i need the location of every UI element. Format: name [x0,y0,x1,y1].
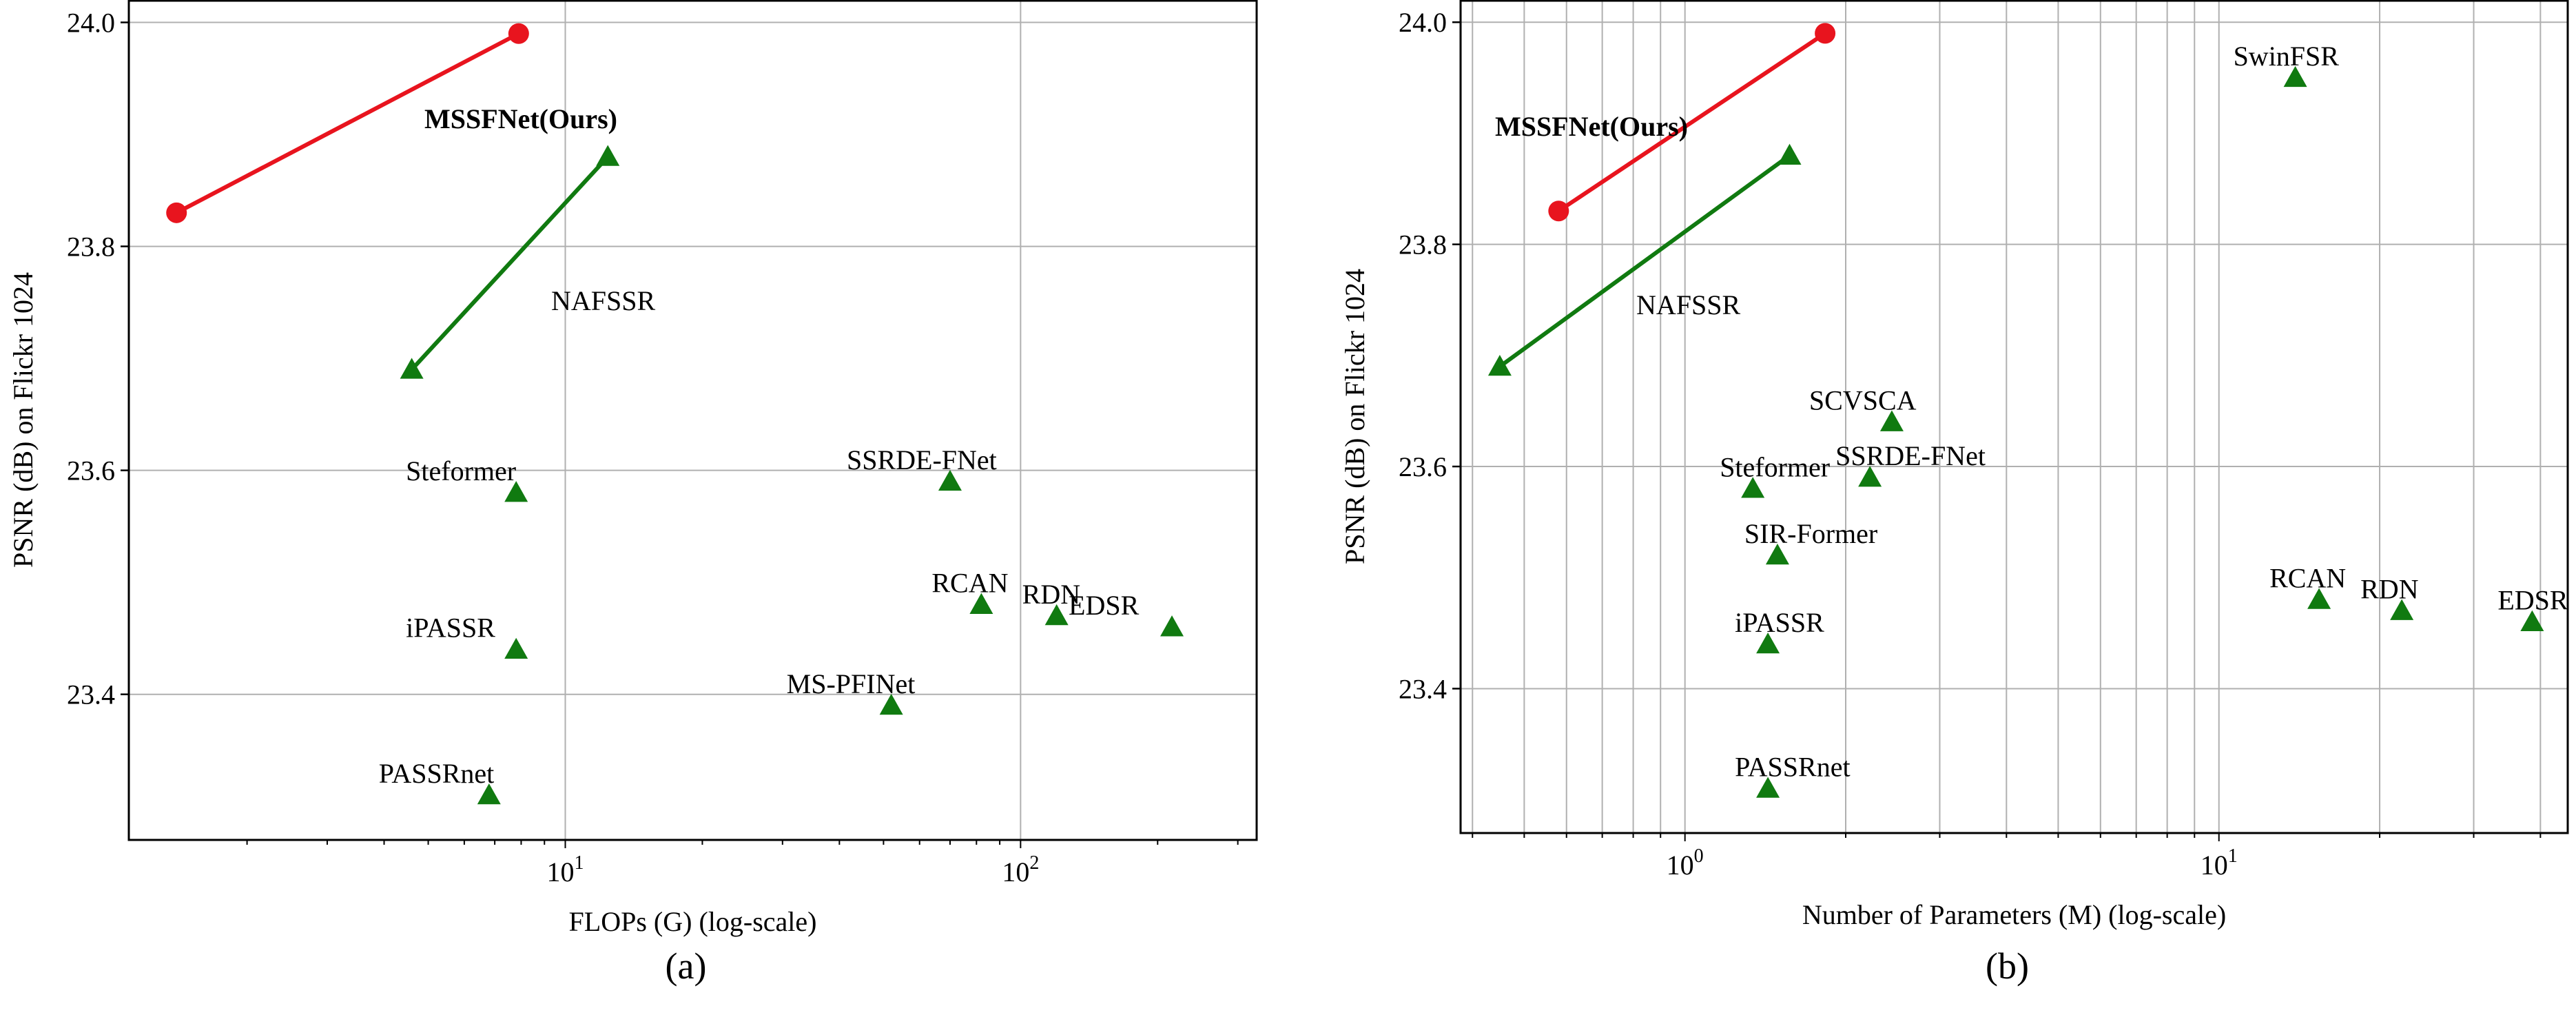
y-tick-label: 24.0 [1399,7,1447,38]
x-tick-label: 100 [1667,845,1704,881]
data-point-triangle [2520,610,2544,631]
y-tick-label: 24.0 [67,8,115,39]
point-label: SwinFSR [2234,41,2340,72]
y-axis-label: PSNR (dB) on Flickr 1024 [1339,269,1370,564]
series-line [410,155,610,371]
point-label: MS-PFINet [787,668,916,699]
data-point-triangle [2307,588,2331,609]
data-point-triangle [1487,354,1512,376]
point-label: iPASSR [406,613,495,644]
data-point-triangle [1778,143,1802,165]
series-annotation: MSSFNet(Ours) [424,103,617,134]
y-tick-label: 23.4 [1399,673,1447,704]
y-tick-label: 23.4 [67,679,115,710]
y-axis-label: PSNR (dB) on Flickr 1024 [8,272,39,568]
data-point-circle [166,202,187,223]
point-label: EDSR [1069,590,1140,621]
data-point-triangle [1044,604,1069,626]
series-line [175,32,520,215]
series-annotation: NAFSSR [551,285,656,316]
point-label: SSRDE-FNet [847,444,997,475]
data-point-triangle [879,693,903,715]
data-point-circle [508,23,529,44]
point-label: Steformer [406,455,516,486]
data-point-circle [1815,23,1836,44]
series-annotation: NAFSSR [1636,289,1741,320]
point-label: EDSR [2497,585,2568,616]
point-label: RDN [1022,579,1080,610]
chart-a-flops: 23.4 23.6 23.8 24.0 101 102 FLOPs (G) (log-sca… [8,0,1258,987]
point-label: SSRDE-FNet [1835,440,1986,471]
data-point-triangle [1756,632,1780,654]
data-point-triangle [596,145,620,166]
plot-frame [127,0,1258,841]
point-label: RCAN [2269,562,2346,593]
subplot-caption: (a) [666,945,707,987]
chart-b-params: 23.4 23.6 23.8 24.0 100 101 Number of Paramete… [1339,0,2569,987]
x-axis-label: Number of Parameters (M) (log-scale) [1802,899,2226,930]
point-label: RCAN [931,568,1008,599]
y-tick-label: 23.8 [67,232,115,263]
series-annotation: MSSFNet(Ours) [1495,111,1688,142]
data-point-triangle [2283,65,2307,88]
subplot-caption: (b) [1986,945,2029,987]
data-point-triangle [969,593,993,614]
plot-frame [1459,0,2569,834]
data-point-circle [1548,201,1569,222]
data-point-triangle [1741,477,1765,498]
data-point-triangle [1858,466,1882,487]
x-tick-label: 101 [2201,845,2238,881]
point-label: SIR-Former [1744,518,1877,549]
data-point-triangle [1765,544,1789,565]
point-label: iPASSR [1735,607,1824,638]
point-label: SCVSCA [1809,385,1917,416]
y-tick-label: 23.6 [67,455,115,486]
data-point-triangle [1160,615,1184,637]
data-point-triangle [400,358,424,379]
y-tick-label: 23.8 [1399,229,1447,260]
x-axis-label: FLOPs (G) (log-scale) [569,906,817,937]
data-point-triangle [477,783,501,805]
point-label: RDN [2360,574,2418,605]
data-point-triangle [2390,599,2414,620]
data-point-triangle [1879,410,1904,431]
point-label: PASSRnet [379,758,495,789]
y-tick-label: 23.6 [1399,451,1447,482]
data-point-triangle [938,469,962,491]
point-label: PASSRnet [1735,752,1851,783]
data-point-triangle [504,637,528,659]
series-line [1498,154,1791,369]
data-point-triangle [1756,777,1780,798]
series-line [1557,31,1826,213]
x-tick-label: 102 [1002,852,1039,887]
x-tick-label: 101 [546,852,584,887]
data-point-triangle [504,481,528,502]
point-label: Steformer [1720,451,1830,482]
